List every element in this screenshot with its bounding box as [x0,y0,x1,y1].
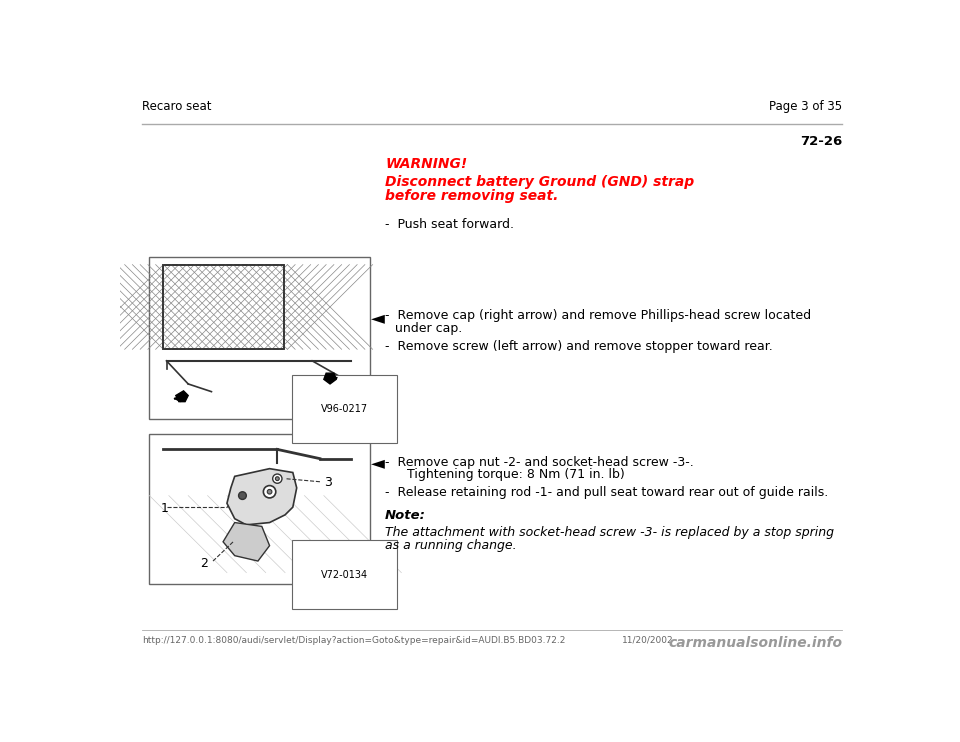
Text: The attachment with socket-head screw -3- is replaced by a stop spring: The attachment with socket-head screw -3… [385,526,834,539]
Circle shape [276,477,279,481]
Text: under cap.: under cap. [396,321,463,335]
Text: 1: 1 [160,502,168,515]
Polygon shape [176,391,188,401]
Text: 72-26: 72-26 [800,135,842,148]
Polygon shape [227,469,297,525]
Text: -  Remove cap (right arrow) and remove Phillips-head screw located: - Remove cap (right arrow) and remove Ph… [385,309,811,322]
Text: Tightening torque: 8 Nm (71 in. lb): Tightening torque: 8 Nm (71 in. lb) [396,468,625,481]
Text: Disconnect battery Ground (GND) strap: Disconnect battery Ground (GND) strap [385,175,694,189]
Text: Recaro seat: Recaro seat [142,100,211,113]
Circle shape [273,474,282,483]
Bar [163,265,283,349]
Bar [150,434,371,584]
Circle shape [263,485,276,498]
Text: Note:: Note: [385,510,426,522]
Text: as a running change.: as a running change. [385,539,516,553]
Text: 3: 3 [324,476,332,490]
Text: -  Push seat forward.: - Push seat forward. [385,218,514,232]
Text: carmanualsonline.info: carmanualsonline.info [668,636,842,650]
Text: ◄: ◄ [372,454,385,472]
Text: Page 3 of 35: Page 3 of 35 [769,100,842,113]
Text: -  Remove cap nut -2- and socket-head screw -3-.: - Remove cap nut -2- and socket-head scr… [385,456,694,468]
Polygon shape [324,373,336,384]
Text: 2: 2 [201,557,208,570]
Text: ◄: ◄ [372,309,385,327]
Bar [163,265,283,349]
Text: V72-0134: V72-0134 [322,570,369,580]
Text: http://127.0.0.1:8080/audi/servlet/Display?action=Goto&type=repair&id=AUDI.B5.BD: http://127.0.0.1:8080/audi/servlet/Displ… [142,636,565,645]
Text: -  Remove screw (left arrow) and remove stopper toward rear.: - Remove screw (left arrow) and remove s… [385,340,773,353]
Circle shape [267,490,272,494]
Bar [150,257,371,418]
Text: V96-0217: V96-0217 [322,404,369,414]
Text: 11/20/2002: 11/20/2002 [622,636,674,645]
Polygon shape [223,522,270,561]
Text: WARNING!: WARNING! [385,157,468,171]
Text: before removing seat.: before removing seat. [385,189,559,203]
Circle shape [239,492,247,499]
Text: -  Release retaining rod -1- and pull seat toward rear out of guide rails.: - Release retaining rod -1- and pull sea… [385,486,828,499]
